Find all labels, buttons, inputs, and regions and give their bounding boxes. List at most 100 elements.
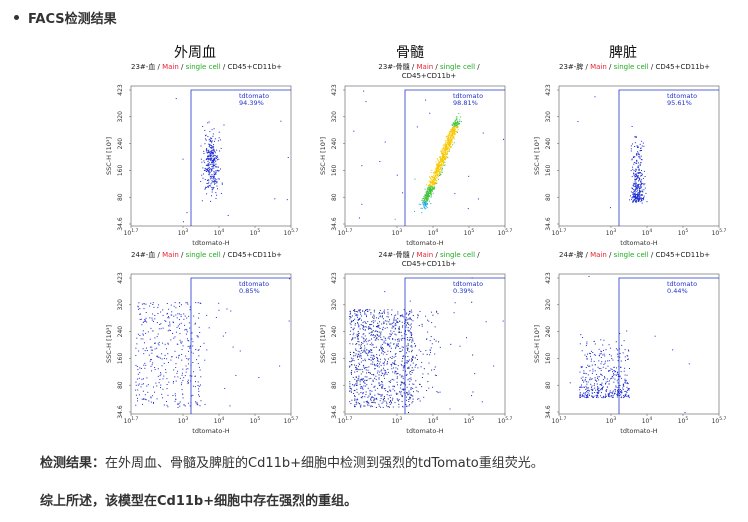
scatter-point bbox=[376, 372, 378, 374]
column-title-spleen: 脾脏 bbox=[609, 45, 637, 61]
scatter-point bbox=[441, 164, 443, 166]
scatter-point bbox=[615, 348, 617, 350]
scatter-point bbox=[370, 311, 372, 313]
scatter-point bbox=[400, 381, 402, 383]
y-tick-label: 160 bbox=[331, 352, 338, 364]
scatter-point bbox=[426, 353, 428, 355]
scatter-point bbox=[456, 122, 458, 124]
scatter-point bbox=[156, 385, 158, 387]
scatter-point bbox=[424, 195, 426, 197]
scatter-point bbox=[398, 399, 400, 401]
scatter-point bbox=[171, 311, 173, 313]
scatter-point bbox=[358, 369, 360, 371]
scatter-point bbox=[142, 330, 144, 332]
scatter-point bbox=[213, 149, 215, 151]
scatter-point bbox=[195, 401, 197, 403]
scatter-point bbox=[140, 338, 142, 340]
scatter-point bbox=[381, 349, 383, 351]
scatter-point bbox=[361, 203, 363, 205]
scatter-point bbox=[637, 175, 639, 177]
scatter-point bbox=[632, 191, 634, 193]
scatter-point bbox=[454, 128, 456, 130]
gate-line bbox=[618, 277, 719, 414]
scatter-point bbox=[396, 321, 398, 323]
scatter-point bbox=[444, 159, 446, 161]
scatter-point bbox=[437, 159, 439, 161]
scatter-point bbox=[432, 179, 434, 181]
scatter-point bbox=[144, 394, 146, 396]
scatter-point bbox=[381, 393, 383, 395]
scatter-point bbox=[213, 167, 215, 169]
x-tick-label: 103 bbox=[606, 416, 617, 425]
scatter-point bbox=[460, 121, 462, 123]
scatter-point bbox=[432, 180, 434, 182]
scatter-point bbox=[432, 186, 434, 188]
scatter-point bbox=[638, 198, 640, 200]
scatter-point bbox=[210, 154, 212, 156]
scatter-point bbox=[144, 367, 146, 369]
scatter-point bbox=[351, 373, 353, 375]
scatter-point bbox=[210, 170, 212, 172]
scatter-point bbox=[425, 194, 427, 196]
scatter-point bbox=[209, 158, 211, 160]
scatter-point bbox=[640, 150, 642, 152]
scatter-point bbox=[367, 402, 369, 404]
scatter-point bbox=[177, 376, 179, 378]
scatter-point bbox=[179, 305, 181, 307]
scatter-point bbox=[448, 133, 450, 135]
scatter-point bbox=[383, 364, 385, 366]
scatter-point bbox=[392, 326, 394, 328]
scatter-point bbox=[444, 150, 446, 152]
scatter-point bbox=[198, 385, 200, 387]
scatter-point bbox=[161, 365, 163, 367]
scatter-point bbox=[617, 392, 619, 394]
scatter-point bbox=[637, 146, 639, 148]
scatter-point bbox=[357, 378, 359, 380]
scatter-point bbox=[430, 177, 432, 179]
scatter-point bbox=[603, 363, 605, 365]
scatter-point bbox=[586, 388, 588, 390]
scatter-point bbox=[171, 314, 173, 316]
scatter-point bbox=[147, 384, 149, 386]
scatter-point bbox=[381, 316, 383, 318]
scatter-point bbox=[382, 384, 384, 386]
scatter-point bbox=[389, 356, 391, 358]
scatter-point bbox=[638, 165, 640, 167]
scatter-point bbox=[182, 345, 184, 347]
scatter-point bbox=[357, 324, 359, 326]
scatter-point bbox=[426, 338, 428, 340]
scatter-point bbox=[360, 392, 362, 394]
scatter-point bbox=[227, 214, 229, 216]
scatter-point bbox=[448, 135, 450, 137]
scatter-point bbox=[425, 198, 427, 200]
scatter-point bbox=[208, 164, 210, 166]
scatter-point bbox=[139, 335, 141, 337]
scatter-point bbox=[409, 398, 411, 400]
plot-frame bbox=[130, 85, 292, 227]
scatter-point bbox=[634, 189, 636, 191]
scatter-point bbox=[213, 165, 215, 167]
scatter-point bbox=[393, 367, 395, 369]
scatter-point bbox=[597, 395, 599, 397]
scatter-point bbox=[452, 133, 454, 135]
scatter-point bbox=[379, 385, 381, 387]
scatter-point bbox=[210, 163, 212, 165]
scatter-point bbox=[407, 367, 409, 369]
scatter-point bbox=[408, 390, 410, 392]
scatter-point bbox=[641, 175, 643, 177]
panel-title-part: 24#-血 / bbox=[131, 251, 163, 259]
scatter-point bbox=[589, 377, 591, 379]
scatter-point bbox=[158, 341, 160, 343]
scatter-point bbox=[418, 398, 420, 400]
scatter-point bbox=[399, 347, 401, 349]
scatter-point bbox=[597, 377, 599, 379]
scatter-point bbox=[431, 182, 433, 184]
scatter-point bbox=[398, 329, 400, 331]
facs-panel: 23#-血 / Main / single cell / CD45+CD11b+… bbox=[103, 60, 318, 250]
scatter-point bbox=[211, 129, 213, 131]
scatter-point bbox=[378, 349, 380, 351]
scatter-point bbox=[436, 391, 438, 393]
scatter-point bbox=[358, 353, 360, 355]
x-axis-label: tdtomato-H bbox=[192, 239, 230, 247]
scatter-point bbox=[383, 322, 385, 324]
